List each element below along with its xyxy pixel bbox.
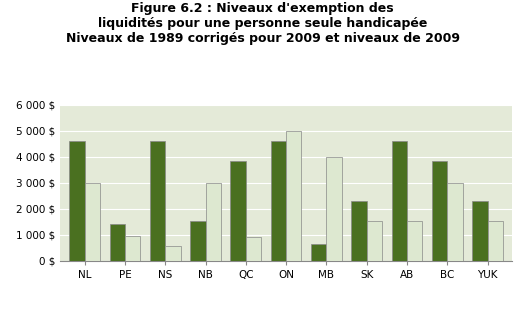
Bar: [230, 161, 246, 261]
Bar: [472, 201, 488, 261]
Bar: [125, 236, 140, 261]
Bar: [351, 201, 367, 261]
Bar: [205, 183, 221, 261]
Bar: [190, 220, 205, 261]
Bar: [246, 237, 261, 261]
Bar: [69, 141, 85, 261]
Bar: [407, 220, 423, 261]
Bar: [271, 141, 286, 261]
Bar: [85, 183, 100, 261]
Bar: [110, 225, 125, 261]
Bar: [432, 161, 447, 261]
Bar: [367, 220, 382, 261]
Bar: [447, 183, 463, 261]
Bar: [311, 244, 327, 261]
Bar: [165, 246, 181, 261]
Bar: [150, 141, 165, 261]
Bar: [286, 131, 301, 261]
Bar: [392, 141, 407, 261]
Bar: [488, 220, 503, 261]
Text: Figure 6.2 : Niveaux d'exemption des
liquidités pour une personne seule handicap: Figure 6.2 : Niveaux d'exemption des liq…: [66, 2, 459, 45]
Bar: [327, 157, 342, 261]
